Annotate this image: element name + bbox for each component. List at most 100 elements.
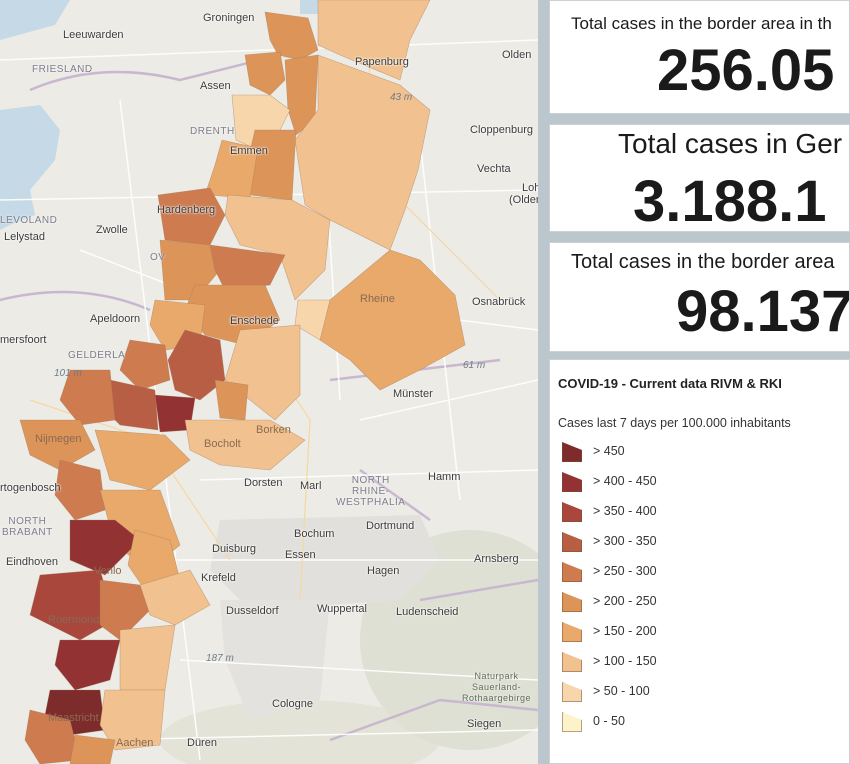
legend-label: > 250 - 300 — [593, 564, 657, 578]
map-place-label: Dorsten — [244, 477, 283, 489]
legend-swatch — [562, 592, 582, 612]
map-place-label: Düren — [187, 737, 217, 749]
legend-swatch — [562, 532, 582, 552]
map-place-label: Bocholt — [204, 438, 241, 450]
legend-label: > 200 - 250 — [593, 594, 657, 608]
ijsselmeer-water — [0, 105, 60, 230]
map-elevation-label: 43 m — [390, 92, 413, 103]
map-place-label: Lelystad — [4, 231, 45, 243]
map-region-label: LEVOLAND — [0, 215, 58, 226]
map-place-label: Loh — [522, 182, 538, 194]
district-polygon — [119, 339, 171, 391]
district-polygon — [119, 624, 176, 691]
map-region-label: NORTH RHINE- WESTPHALIA — [336, 475, 406, 508]
map[interactable]: Groningen Leeuwarden Assen Papenburg Old… — [0, 0, 538, 764]
map-elevation-label: 61 m — [463, 360, 486, 371]
map-place-label: Roermond — [48, 614, 100, 626]
legend-item: > 350 - 400 — [562, 502, 822, 532]
map-place-label: Enschede — [230, 315, 279, 327]
indicator-value: 98.137 — [676, 279, 850, 344]
legend-label: > 150 - 200 — [593, 624, 657, 638]
legend-item: > 100 - 150 — [562, 652, 822, 682]
map-place-label: Papenburg — [355, 56, 409, 68]
legend-item: > 300 - 350 — [562, 532, 822, 562]
map-place-label: Leeuwarden — [63, 29, 124, 41]
legend-swatch — [562, 442, 582, 462]
map-place-label: Borken — [256, 424, 291, 436]
legend-swatch — [562, 682, 582, 702]
district-polygon — [224, 194, 331, 301]
map-region-label: GELDERLA — [68, 350, 126, 361]
district-polygon — [24, 709, 81, 764]
map-place-label: Bochum — [294, 528, 335, 540]
map-place-label: rtogenbosch — [0, 482, 61, 494]
legend-item: > 250 - 300 — [562, 562, 822, 592]
legend-swatch — [562, 652, 582, 672]
map-place-label: Aachen — [116, 737, 154, 749]
legend-label: > 400 - 450 — [593, 474, 657, 488]
district-polygon — [319, 249, 466, 391]
legend-list: > 450 > 400 - 450 > 350 - 400 > 300 - 35… — [562, 442, 822, 742]
map-place-label: Osnabrück — [472, 296, 526, 308]
district-polygon — [157, 187, 226, 246]
indicator-card-border-de-total: Total cases in the border area 98.137 — [549, 242, 850, 352]
map-place-label: Marl — [300, 480, 322, 492]
indicator-card-border-total: Total cases in the border area in th 256… — [549, 0, 850, 114]
map-place-label: Arnsberg — [474, 553, 519, 565]
district-polygon — [317, 0, 431, 81]
district-polygon — [54, 639, 121, 691]
legend-label: > 350 - 400 — [593, 504, 657, 518]
map-place-label: Emmen — [230, 145, 268, 157]
legend-panel: COVID-19 - Current data RIVM & RKI Cases… — [549, 359, 850, 764]
legend-swatch — [562, 712, 582, 732]
map-place-label: Hamm — [428, 471, 461, 483]
district-polygon — [214, 379, 249, 421]
map-place-label: Wuppertal — [317, 603, 367, 615]
map-region-label: Naturpark Sauerland- Rothaargebirge — [462, 671, 532, 703]
rhine-urban — [220, 600, 330, 720]
indicator-value: 256.05 — [657, 38, 835, 103]
map-place-label: Duisburg — [212, 543, 257, 555]
map-place-label: Apeldoorn — [90, 313, 141, 325]
district-polygon — [29, 569, 116, 641]
district-polygon — [69, 519, 141, 576]
map-place-label: Hardenberg — [157, 204, 216, 216]
legend-item: > 50 - 100 — [562, 682, 822, 712]
legend-label: > 100 - 150 — [593, 654, 657, 668]
map-place-label: Assen — [200, 80, 231, 92]
district-polygon — [69, 734, 116, 764]
legend-label: > 50 - 100 — [593, 684, 650, 698]
map-place-label: Olden — [502, 49, 532, 61]
district-polygon — [19, 419, 96, 471]
northsea-water — [0, 0, 70, 40]
legend-label: > 300 - 350 — [593, 534, 657, 548]
district-polygon — [184, 419, 306, 471]
map-place-label: (Olden — [509, 194, 538, 206]
map-place-label: Cologne — [272, 698, 313, 710]
map-elevation-label: 101 m — [54, 368, 82, 379]
legend-item: > 200 - 250 — [562, 592, 822, 622]
legend-swatch — [562, 502, 582, 522]
map-place-label: Krefeld — [201, 572, 236, 584]
district-polygon — [167, 329, 226, 401]
map-place-label: Venlo — [94, 565, 122, 577]
map-canvas — [0, 0, 538, 764]
map-place-label: Dortmund — [366, 520, 415, 532]
map-place-label: Münster — [393, 388, 433, 400]
indicator-title: Total cases in the border area — [571, 251, 835, 273]
district-polygon — [139, 569, 211, 626]
legend-item: > 400 - 450 — [562, 472, 822, 502]
legend-subtitle: Cases last 7 days per 100.000 inhabitant… — [558, 416, 791, 430]
legend-title: COVID-19 - Current data RIVM & RKI — [558, 376, 782, 391]
district-polygon — [54, 459, 106, 521]
map-place-label: Vechta — [477, 163, 511, 175]
legend-item: > 150 - 200 — [562, 622, 822, 652]
map-place-label: mersfoort — [0, 334, 47, 346]
map-elevation-label: 187 m — [206, 653, 234, 664]
district-polygon — [244, 51, 286, 96]
legend-swatch — [562, 562, 582, 582]
indicator-title: Total cases in the border area in th — [571, 14, 832, 33]
map-place-label: Siegen — [467, 718, 502, 730]
map-region-label: OV — [150, 252, 166, 263]
map-place-label: Maastricht — [48, 712, 99, 724]
